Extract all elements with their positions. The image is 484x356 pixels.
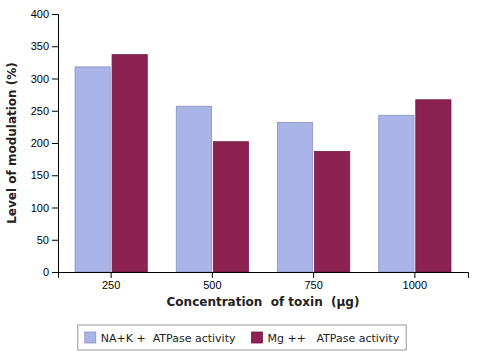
tick-label: 1000 <box>403 279 427 291</box>
tick-mark <box>52 240 58 241</box>
tick: 50 <box>37 234 58 246</box>
plot: 250 500 750 1000 0 50 100 150 200 250 300 350 400 Con… <box>5 8 469 309</box>
tick-mark <box>52 14 58 15</box>
tick-mark <box>212 272 213 278</box>
bar <box>379 115 414 272</box>
x-axis-title: Concentration of toxin (μg) <box>167 295 360 309</box>
y-axis: 0 50 100 150 200 250 300 350 400 <box>31 8 59 278</box>
tick-mark <box>52 272 58 273</box>
bar <box>176 106 211 272</box>
tick: 400 <box>31 8 58 20</box>
tick: 750 <box>304 272 322 291</box>
bars <box>75 55 451 272</box>
tick: 250 <box>31 105 58 117</box>
tick-label: 350 <box>31 40 49 52</box>
bar <box>278 122 313 272</box>
legend-item: NA+K + ATPase activity <box>85 332 236 345</box>
tick-mark <box>52 79 58 80</box>
tick-label: 250 <box>31 105 49 117</box>
tick-label: 250 <box>102 279 120 291</box>
tick: 250 <box>102 272 120 291</box>
tick-label: 300 <box>31 73 49 85</box>
x-axis: 250 500 750 1000 <box>59 272 469 291</box>
tick: 300 <box>31 73 58 85</box>
legend-label: Mg ++ ATPase activity <box>267 332 399 345</box>
tick-mark <box>52 46 58 47</box>
tick-mark <box>52 208 58 209</box>
bar <box>416 100 451 272</box>
y-axis-title: Level of modulation (%) <box>5 62 19 224</box>
tick-mark <box>52 143 58 144</box>
tick: 0 <box>43 266 58 278</box>
bar <box>75 67 110 272</box>
tick-label: 750 <box>304 279 322 291</box>
tick-mark <box>111 272 112 278</box>
legend-box <box>78 325 406 350</box>
tick-mark <box>52 111 58 112</box>
tick-label: 0 <box>43 266 49 278</box>
tick: 150 <box>31 169 58 181</box>
bar <box>315 151 350 272</box>
legend-swatch <box>251 332 262 343</box>
tick-mark <box>414 272 415 278</box>
legend-label: NA+K + ATPase activity <box>101 332 236 345</box>
bar-series <box>112 55 451 272</box>
bar <box>213 142 248 272</box>
tick: 200 <box>31 137 58 149</box>
tick-label: 100 <box>31 202 49 214</box>
tick-label: 150 <box>31 169 49 181</box>
legend: NA+K + ATPase activity Mg ++ ATPase activ… <box>78 325 406 350</box>
tick: 500 <box>203 272 221 291</box>
chart: 250 500 750 1000 0 50 100 150 200 250 300 350 400 Con… <box>0 0 484 356</box>
tick-mark <box>52 175 58 176</box>
axis-line <box>59 273 469 279</box>
tick-mark <box>313 272 314 278</box>
tick: 1000 <box>403 272 427 291</box>
bar <box>112 55 147 272</box>
legend-item: Mg ++ ATPase activity <box>251 332 399 345</box>
tick: 350 <box>31 40 58 52</box>
tick-label: 200 <box>31 137 49 149</box>
tick-label: 500 <box>203 279 221 291</box>
tick-label: 400 <box>31 8 49 20</box>
legend-swatch <box>85 332 96 343</box>
tick-label: 50 <box>37 234 49 246</box>
axis-line <box>52 15 59 273</box>
tick: 100 <box>31 202 58 214</box>
